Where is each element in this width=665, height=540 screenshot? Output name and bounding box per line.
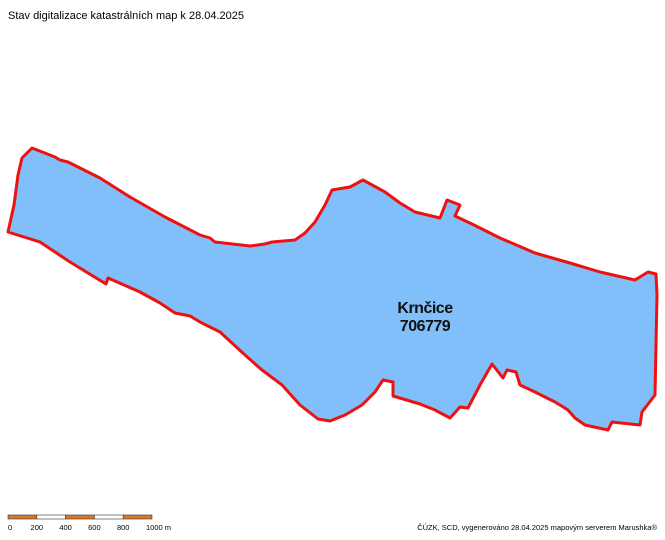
- credit: ČÚZK, SCD, vygenerováno 28.04.2025 mapov…: [417, 523, 657, 532]
- scale-segment: [65, 514, 95, 520]
- scale-bar: [7, 514, 153, 520]
- scale-label: 600: [88, 523, 101, 532]
- scale-label: 1000 m: [146, 523, 171, 532]
- scale-label: 400: [59, 523, 72, 532]
- map-title: Stav digitalizace katastrálních map k 28…: [8, 10, 244, 22]
- area-code: 706779: [400, 318, 451, 335]
- scale-segment: [94, 514, 124, 520]
- scale-segment: [36, 514, 66, 520]
- area-name: Krnčice: [397, 300, 453, 317]
- scale-segment: [122, 514, 153, 520]
- scale-label: 200: [31, 523, 44, 532]
- cadastral-area: [6, 146, 659, 432]
- scale-segment: [7, 514, 38, 520]
- scale-label: 0: [8, 523, 12, 532]
- scale-label: 800: [117, 523, 130, 532]
